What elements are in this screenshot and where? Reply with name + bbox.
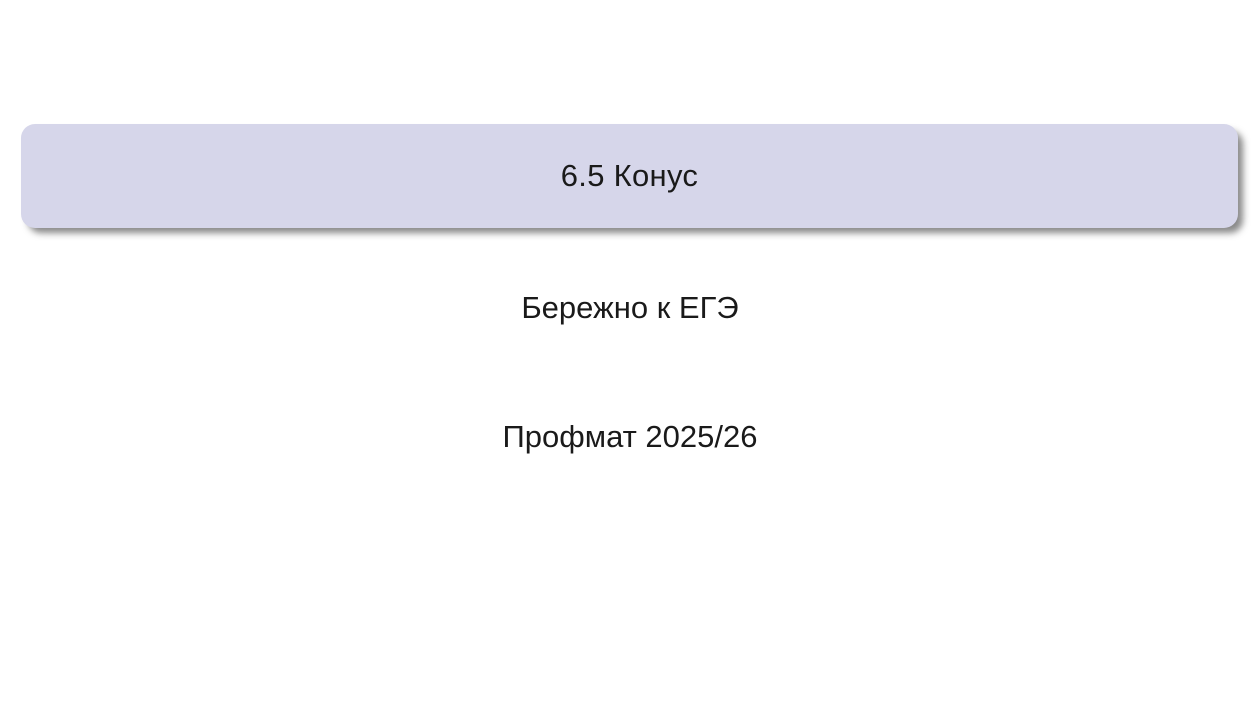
- slide-title: 6.5 Конус: [560, 158, 699, 193]
- slide-author: Бережно к ЕГЭ: [521, 290, 739, 325]
- slide-date: Профмат 2025/26: [502, 419, 758, 454]
- slide-title-box: 6.5 Конус: [21, 124, 1238, 228]
